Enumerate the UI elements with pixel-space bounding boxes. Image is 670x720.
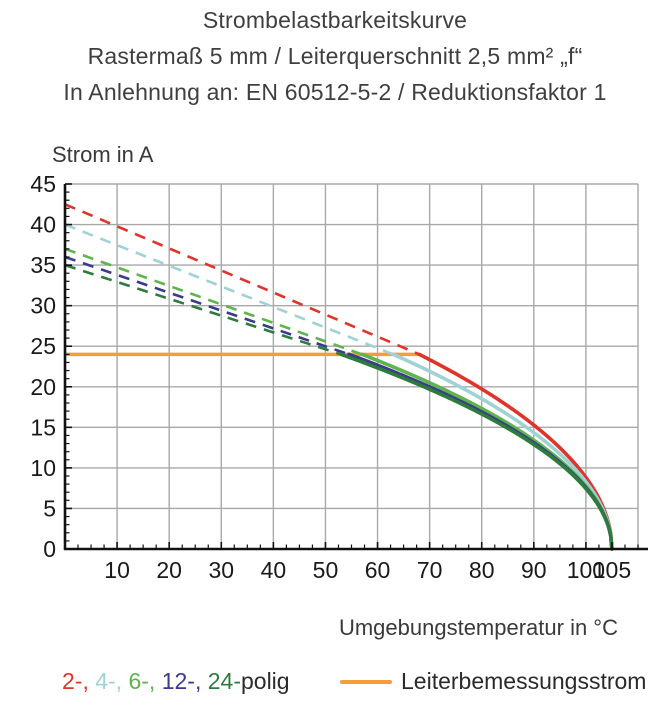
series-4-polig-dashed — [64, 223, 394, 356]
series-2-polig-solid — [417, 352, 614, 551]
x-tick-label-90: 90 — [521, 557, 547, 583]
legend-segment: polig — [240, 668, 290, 694]
x-tick-label-20: 20 — [156, 557, 182, 583]
x-axis-title: Umgebungstemperatur in °C — [339, 615, 618, 640]
x-tick-label-60: 60 — [365, 557, 391, 583]
x-tick-label-10: 10 — [104, 557, 130, 583]
y-tick-label-35: 35 — [30, 252, 56, 278]
x-tick-label-70: 70 — [417, 557, 443, 583]
legend-series-labels: 2-, 4-, 6-, 12-, 24-polig — [62, 668, 290, 695]
legend-reference: Leiterbemessungsstrom — [340, 668, 646, 695]
x-tick-label-30: 30 — [208, 557, 234, 583]
series-4-polig-solid — [391, 352, 614, 551]
y-tick-label-10: 10 — [30, 455, 56, 481]
legend-segment: 6-, — [122, 668, 156, 694]
series-6-polig-solid — [360, 352, 614, 551]
x-tick-label-50: 50 — [313, 557, 339, 583]
x-tick-label-80: 80 — [469, 557, 495, 583]
y-tick-label-15: 15 — [30, 414, 56, 440]
y-tick-label-30: 30 — [30, 293, 56, 319]
series-24-polig-solid — [339, 352, 614, 551]
chart-header: Strombelastbarkeitskurve Rastermaß 5 mm … — [0, 2, 670, 110]
y-tick-label-25: 25 — [30, 333, 56, 359]
title-line-1: Strombelastbarkeitskurve — [202, 7, 468, 33]
y-tick-label-40: 40 — [30, 212, 56, 238]
series-12-polig-dashed — [64, 255, 350, 356]
y-tick-label-20: 20 — [30, 374, 56, 400]
reference-line-label: Leiterbemessungsstrom — [401, 668, 647, 694]
y-tick-label-45: 45 — [30, 171, 56, 197]
title-line-2: Rastermaß 5 mm / Leiterquerschnitt 2,5 m… — [87, 43, 583, 69]
legend-segment: 2-, — [62, 668, 89, 694]
x-tick-label-40: 40 — [261, 557, 287, 583]
series-24-polig-dashed — [64, 263, 342, 356]
legend-segment: 24- — [201, 668, 241, 694]
y-tick-label-5: 5 — [43, 495, 56, 521]
legend-segment: 12-, — [155, 668, 202, 694]
legend: 2-, 4-, 6-, 12-, 24-polig Leiterbemessun… — [0, 660, 670, 706]
series-2-polig-dashed — [64, 203, 420, 356]
x-tick-label-100: 100 — [567, 557, 605, 583]
title-line-3: In Anlehnung an: EN 60512-5-2 / Reduktio… — [63, 79, 607, 105]
reference-line-swatch — [340, 679, 392, 684]
series-6-polig-dashed — [64, 247, 363, 356]
x-tick-label-105: 105 — [593, 557, 631, 583]
legend-segment: 4-, — [88, 668, 123, 694]
y-axis-title: Strom in A — [52, 142, 154, 167]
series-12-polig-solid — [347, 352, 614, 551]
y-tick-label-0: 0 — [43, 536, 56, 562]
